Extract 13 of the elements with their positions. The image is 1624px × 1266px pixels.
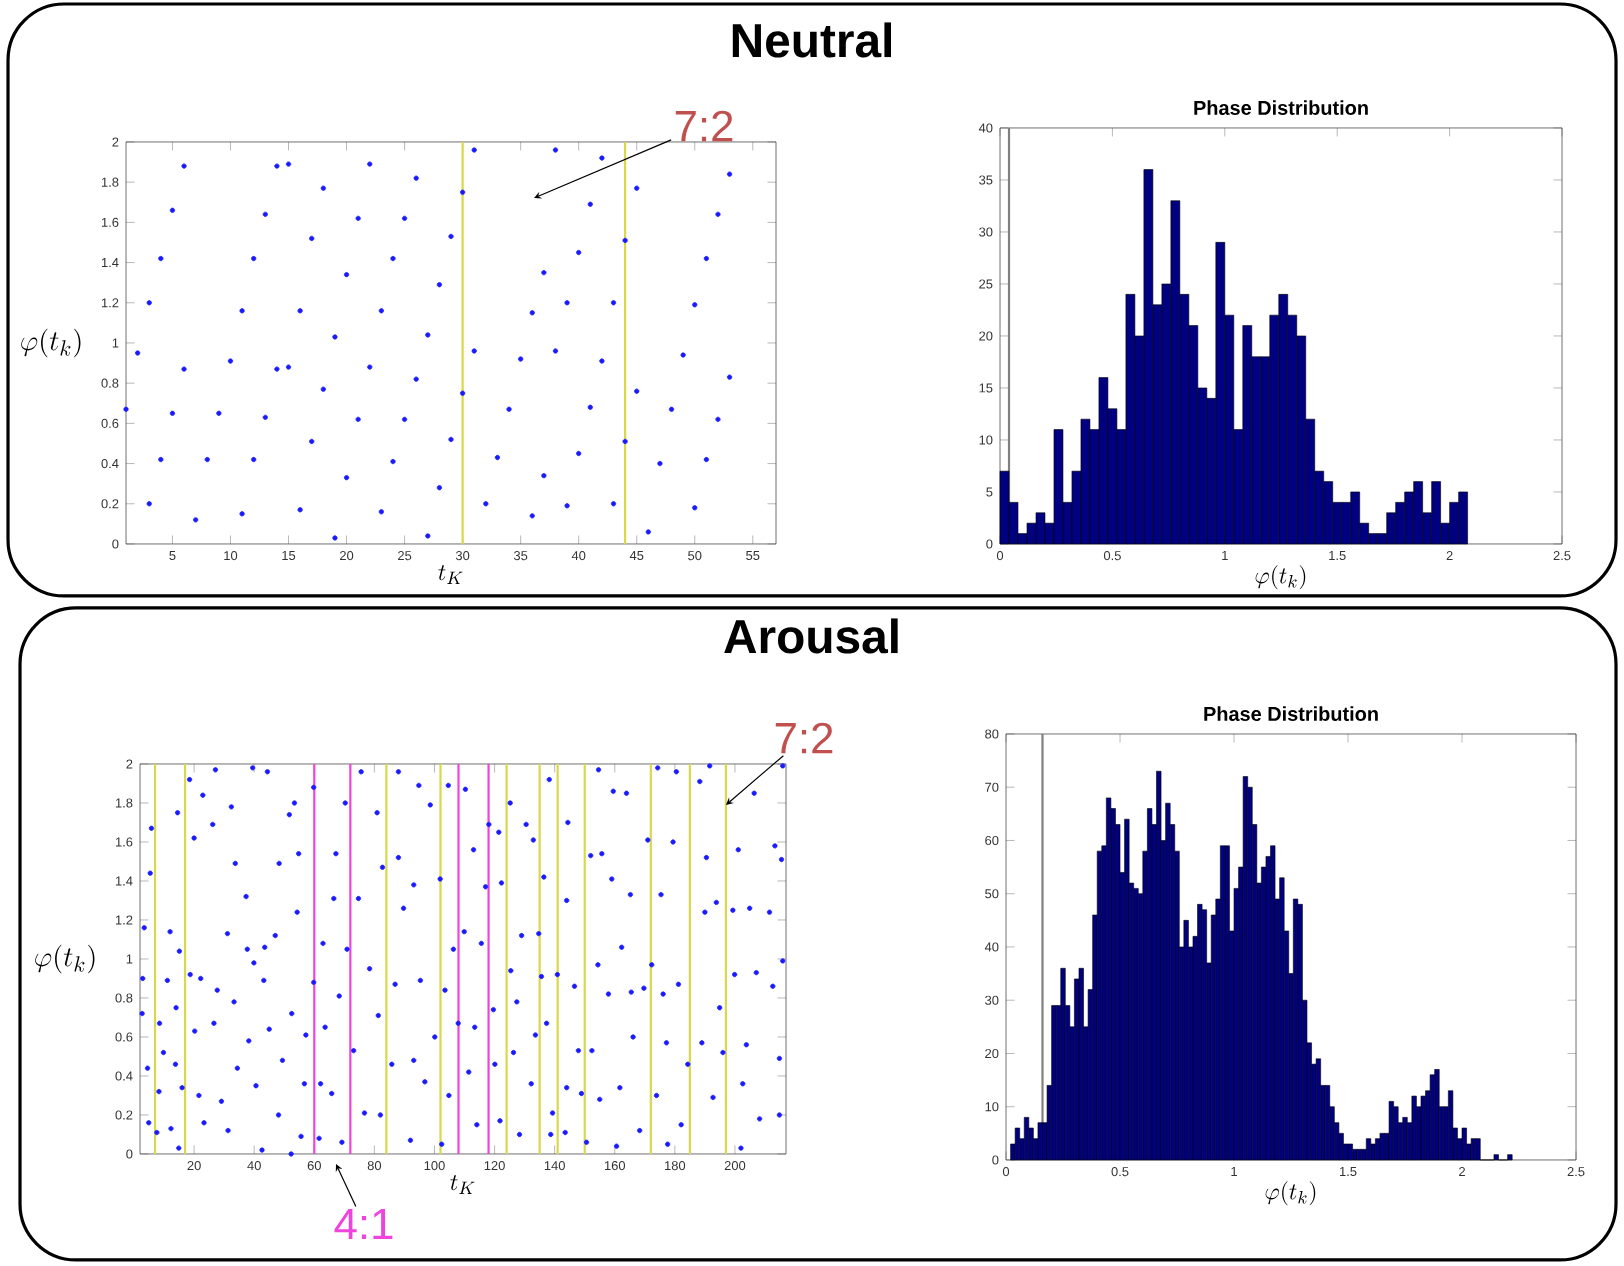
chart-title: Phase Distribution (1204, 706, 1378, 721)
chart-title: Arousal (724, 618, 898, 654)
chart-title: Neutral (732, 22, 891, 58)
x-axis-title: $\varphi(t_k)$ (1255, 565, 1306, 590)
text: 4:1 (334, 1208, 393, 1240)
y-axis-title: $\varphi(t_k)$ (35, 944, 95, 974)
annotation: 7:2 (775, 722, 833, 754)
text: 7:2 (675, 110, 733, 142)
y-axis-title: $\varphi(t_k)$ (21, 328, 81, 358)
x-axis-title: $\varphi(t_k)$ (1265, 1181, 1316, 1206)
x-axis-title: $t_K$ (450, 1174, 475, 1194)
x-axis-title: $t_K$ (438, 564, 463, 584)
chart-title: Phase Distribution (1194, 100, 1368, 115)
